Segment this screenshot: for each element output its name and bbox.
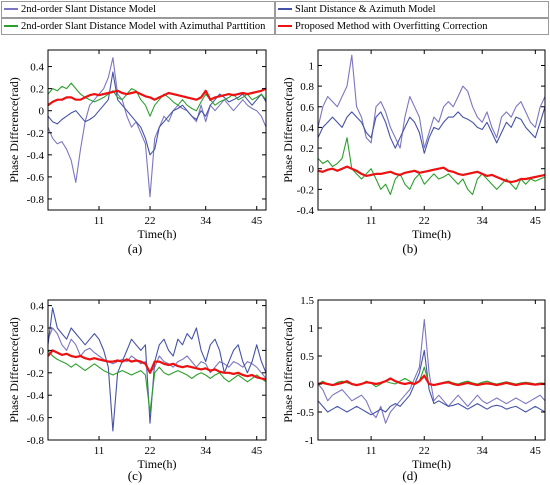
panel-b-ytick-label: -0.2 [297, 184, 314, 196]
panel-a-xtick-label: 45 [251, 215, 263, 227]
panel-d-ytick-label: 0.5 [300, 351, 314, 363]
panel-a-series-red [47, 87, 267, 107]
panel-b-xtick-label: 22 [419, 215, 430, 227]
panel-c-xtick-label: 34 [200, 445, 212, 457]
legend-item-proposed-method: Proposed Method with Overfitting Correct… [275, 18, 549, 35]
panel-b-xtick-label: 11 [366, 215, 377, 227]
panel-c-label: (c) [128, 468, 142, 483]
panel-b-series-purple [317, 54, 546, 149]
panel-a-xtick-label: 11 [94, 215, 105, 227]
legend-item-azimuthal-partition: 2nd-order Slant Distance Model with Azim… [1, 18, 275, 35]
panel-d-ytick-label: -0.5 [297, 407, 315, 419]
panel-c-ytick-label: -0.4 [27, 390, 45, 402]
panel-a-xlabel: Time(h) [138, 227, 177, 241]
legend-label: 2nd-order Slant Distance Model [21, 4, 157, 15]
panel-d-ytick-label: 0 [309, 379, 315, 391]
panel-b-ytick-label: 0.4 [300, 122, 314, 134]
legend-swatch-red [278, 24, 292, 27]
panel-b-ytick-label: 0.2 [300, 143, 314, 155]
panel-b-xtick-label: 45 [530, 215, 542, 227]
panel-d-series-red [317, 374, 545, 387]
panel-d-series-purple [317, 319, 546, 424]
panel-b-ytick-label: -0.4 [297, 205, 315, 217]
panel-d-series-blue [317, 349, 546, 416]
panel-b-ytick-label: 0.6 [300, 102, 314, 114]
panel-a-ytick-label: -0.4 [27, 150, 45, 162]
panel-a-ytick-label: -0.6 [27, 172, 45, 184]
panel-a-ytick-label: 0.4 [30, 62, 44, 74]
panel-a-series-purple [47, 57, 267, 198]
panel-c-ytick-label: 0.2 [30, 323, 44, 335]
panel-d-label: (d) [402, 468, 417, 483]
panel-a-xtick-label: 34 [200, 215, 212, 227]
panel-c-series-red [47, 349, 267, 381]
panel-b-series-red [317, 165, 546, 184]
panel-b-ylabel: Phase Difference(rad) [281, 77, 295, 182]
panel-b-xtick-label: 34 [477, 215, 489, 227]
panel-d-ylabel: Phase Difference(rad) [281, 317, 295, 422]
panel-d-ytick-label: -1 [305, 435, 314, 447]
panel-a-label: (a) [128, 241, 142, 256]
panel-a-ytick-label: -0.8 [27, 194, 45, 206]
panel-d-ytick-label: 1 [309, 323, 315, 335]
legend-swatch-purple [4, 7, 18, 10]
panel-d-xlabel: Time(h) [412, 457, 451, 471]
panel-d-xtick-label: 11 [366, 445, 377, 457]
panel-a-series-blue [47, 71, 267, 156]
legend-label: 2nd-order Slant Distance Model with Azim… [21, 21, 266, 32]
panel-c-xtick-label: 22 [145, 445, 156, 457]
legend-swatch-green [4, 24, 18, 27]
legend-swatch-blue [278, 7, 292, 10]
panel-d-axes-frame [317, 299, 546, 441]
panel-c-series-blue [47, 307, 267, 432]
panel-c-axes-frame [47, 299, 267, 441]
panel-b-axes-frame [317, 49, 546, 211]
panel-b-ytick-label: 0.8 [300, 81, 314, 93]
panel-c-ytick-label: 0 [39, 345, 45, 357]
panel-a-ytick-label: 0.2 [30, 84, 44, 96]
panel-d-xtick-label: 22 [419, 445, 430, 457]
legend-label: Proposed Method with Overfitting Correct… [295, 21, 488, 32]
panel-c-ytick-label: -0.8 [27, 435, 45, 447]
panel-a-xtick-label: 22 [145, 215, 156, 227]
panel-b-ytick-label: 0 [309, 164, 315, 176]
panel-d-ytick-label: 1.5 [300, 295, 314, 307]
panel-d-xtick-label: 45 [530, 445, 542, 457]
panel-a-ylabel: Phase Difference(rad) [7, 77, 21, 182]
legend-item-slant-azimuth: Slant Distance & Azimuth Model [275, 1, 549, 18]
legend-item-2nd-order-slant: 2nd-order Slant Distance Model [1, 1, 275, 18]
panel-c-xlabel: Time(h) [138, 457, 177, 471]
panel-c-ytick-label: -0.6 [27, 413, 45, 425]
legend: 2nd-order Slant Distance Model Slant Dis… [1, 1, 549, 35]
panel-c-series-green [47, 350, 267, 413]
panel-a-ytick-label: 0 [39, 106, 45, 118]
panel-b-xlabel: Time(h) [412, 227, 451, 241]
panel-a-ytick-label: -0.2 [27, 128, 44, 140]
panel-b-ytick-label: 1 [309, 60, 315, 72]
panel-b-label: (b) [402, 241, 417, 256]
panel-c-xtick-label: 11 [94, 445, 105, 457]
panel-b-series-green [317, 137, 546, 196]
panel-c-xtick-label: 45 [251, 445, 263, 457]
panel-a-axes-frame [47, 49, 267, 211]
legend-label: Slant Distance & Azimuth Model [295, 4, 436, 15]
panel-c-ylabel: Phase Difference(rad) [7, 317, 21, 422]
panel-b-series-blue [317, 106, 546, 154]
panel-c-ytick-label: 0.4 [30, 301, 44, 313]
panel-c-ytick-label: -0.2 [27, 368, 44, 380]
panel-d-xtick-label: 34 [477, 445, 489, 457]
